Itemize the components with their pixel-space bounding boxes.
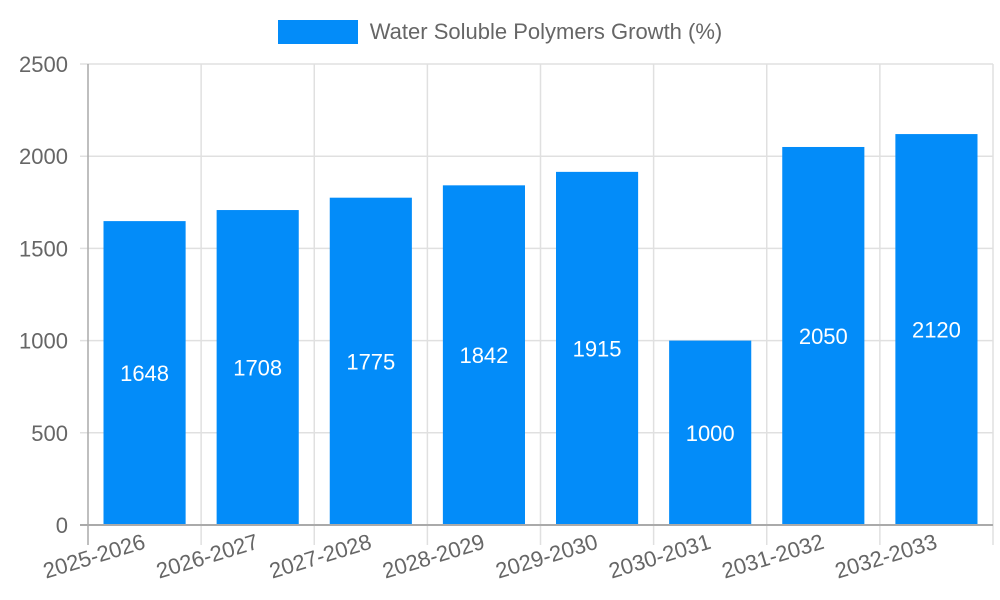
bar[interactable]: [442, 185, 525, 525]
legend-label: Water Soluble Polymers Growth (%): [369, 19, 723, 44]
y-tick-label: 1000: [19, 329, 68, 354]
chart-legend[interactable]: Water Soluble Polymers Growth (%): [0, 18, 1000, 46]
y-tick-label: 2500: [19, 52, 68, 77]
y-tick-label: 0: [56, 513, 68, 538]
x-tick-label: 2030-2031: [606, 529, 714, 584]
x-tick-label: 2026-2027: [153, 529, 261, 584]
bar-value-label: 2050: [799, 324, 848, 349]
y-tick-label: 500: [31, 421, 68, 446]
x-tick-label: 2028-2029: [379, 529, 487, 584]
bar-value-label: 1915: [573, 336, 622, 361]
legend-swatch: [277, 20, 358, 44]
x-tick-label: 2027-2028: [266, 529, 374, 584]
bar-value-label: 1775: [346, 349, 395, 374]
bar[interactable]: [103, 221, 186, 525]
x-tick-label: 2032-2033: [832, 529, 940, 584]
bar-value-label: 1842: [459, 343, 508, 368]
bar-value-label: 1000: [686, 421, 735, 446]
x-tick-label: 2031-2032: [719, 529, 827, 584]
bar[interactable]: [556, 171, 639, 525]
x-tick-label: 2029-2030: [493, 529, 601, 584]
bar[interactable]: [329, 197, 412, 525]
y-tick-label: 2000: [19, 144, 68, 169]
bar-value-label: 1708: [233, 356, 282, 381]
bar[interactable]: [669, 340, 752, 525]
y-tick-label: 1500: [19, 236, 68, 261]
bar[interactable]: [216, 210, 299, 525]
bar[interactable]: [895, 134, 978, 525]
bar[interactable]: [782, 146, 865, 526]
bar-value-label: 2120: [912, 318, 961, 343]
bar-value-label: 1648: [120, 361, 169, 386]
